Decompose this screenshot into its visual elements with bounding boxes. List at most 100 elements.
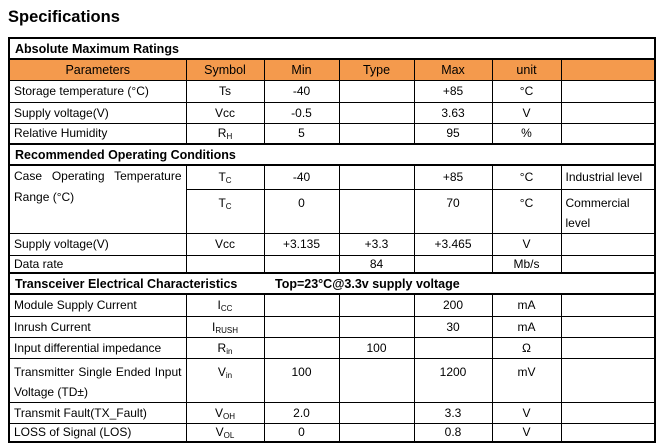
header-cell-min: Min [263,58,340,81]
table-row-case-temperature-industrial: Case Operating Temperature Range (°C) TC… [8,164,656,234]
cell-symbol: TC [185,188,265,234]
cell-param: Transmitter Single Ended Input Voltage (… [8,357,187,403]
cell-param: LOSS of Signal (LOS) [8,422,187,443]
cell-max: 95 [413,122,493,145]
table-header-row: Parameters Symbol Min Type Max unit [8,58,656,81]
cell-note: Industrial level [560,164,656,190]
cell-symbol: IRUSH [185,315,265,338]
table-row-loss-of-signal: LOSS of Signal (LOS) VOL 0 0.8 V [8,422,656,443]
cell-symbol: VOL [185,422,265,443]
section-row-transceiver-electrical-characteristics: Transceiver Electrical Characteristics T… [8,272,656,295]
symbol-sub: in [226,346,233,356]
cell-type [338,293,415,317]
cell-max [413,336,493,359]
cell-min [263,315,340,338]
cell-unit: °C [491,79,562,103]
symbol-sub: C [225,176,232,186]
header-cell-note [560,58,656,81]
cell-min: +3.135 [263,232,340,256]
table-row-transmitter-input-voltage: Transmitter Single Ended Input Voltage (… [8,357,656,403]
cell-symbol: Vin [185,357,265,403]
cell-param: Storage temperature (°C) [8,79,187,103]
cell-type: +3.3 [338,232,415,256]
cell-note [560,254,656,274]
specifications-table: Absolute Maximum Ratings Parameters Symb… [8,37,657,443]
cell-min [263,293,340,317]
cell-type [338,422,415,443]
table-row-relative-humidity: Relative Humidity RH 5 95 % [8,122,656,145]
symbol-base: V [214,405,223,420]
symbol-base: Ts [219,84,231,98]
cell-max: +85 [413,164,493,190]
cell-min: -40 [263,79,340,103]
cell-unit: V [491,422,562,443]
cell-note [560,293,656,317]
symbol-sub: CC [220,304,233,314]
cell-param: Inrush Current [8,315,187,338]
cell-max: 70 [413,188,493,234]
cell-type [338,188,415,234]
symbol-base: I [217,298,221,313]
cell-param: Supply voltage(V) [8,101,187,124]
cell-unit: mA [491,315,562,338]
cell-symbol: Vcc [185,101,265,124]
cell-unit: mV [491,357,562,403]
symbol-base: R [217,126,227,141]
cell-min: 100 [263,357,340,403]
cell-param: Transmit Fault(TX_Fault) [8,401,187,424]
section-title-condition: Top=23°C@3.3v supply voltage [275,276,460,291]
section-title-text: Transceiver Electrical Characteristics [15,276,238,291]
cell-type: 100 [338,336,415,359]
symbol-base: Vcc [214,105,235,120]
cell-symbol: RH [185,122,265,145]
cell-note [560,401,656,424]
section-title: Transceiver Electrical Characteristics T… [8,272,656,295]
symbol-base: Vcc [214,237,235,251]
cell-type [338,79,415,103]
cell-note [560,422,656,443]
cell-unit: V [491,401,562,424]
symbol-sub: OL [223,431,235,441]
cell-max: 0.8 [413,422,493,443]
table-row-input-differential-impedance: Input differential impedance Rin 100 Ω [8,336,656,359]
cell-note: Commercial level [560,188,656,234]
cell-param: Input differential impedance [8,336,187,359]
section-title: Recommended Operating Conditions [8,143,656,166]
cell-note [560,122,656,145]
table-row-transmit-fault: Transmit Fault(TX_Fault) VOH 2.0 3.3 V [8,401,656,424]
cell-param: Module Supply Current [8,293,187,317]
section-title: Absolute Maximum Ratings [8,37,656,60]
cell-symbol: ICC [185,293,265,317]
cell-param: Case Operating Temperature Range (°C) [8,164,187,234]
cell-max: 3.63 [413,101,493,124]
header-cell-type: Type [338,58,415,81]
symbol-base: R [217,340,227,355]
cell-unit: Mb/s [491,254,562,274]
cell-max: 1200 [413,357,493,403]
cell-note [560,232,656,256]
symbol-sub: in [225,370,233,380]
symbol-base: I [211,319,216,334]
table-row-inrush-current: Inrush Current IRUSH 30 mA [8,315,656,338]
cell-max: +85 [413,79,493,103]
cell-max: +3.465 [413,232,493,256]
table-row-module-supply-current: Module Supply Current ICC 200 mA [8,293,656,317]
table-row-supply-voltage-rec: Supply voltage(V) Vcc +3.135 +3.3 +3.465… [8,232,656,256]
cell-unit: Ω [491,336,562,359]
symbol-base: V [217,364,226,379]
cell-type [338,101,415,124]
table-row-case-temperature-commercial: TC 0 70 °C Commercial level [9,188,656,234]
cell-type [338,357,415,403]
symbol-sub: H [226,132,233,142]
cell-min: -0.5 [263,101,340,124]
cell-min [263,254,340,274]
cell-min: 0 [263,422,340,443]
cell-unit: °C [491,164,562,190]
cell-param: Data rate [8,254,187,274]
header-cell-symbol: Symbol [185,58,265,81]
cell-type: 84 [338,254,415,274]
cell-param: Supply voltage(V) [8,232,187,256]
cell-note [560,336,656,359]
cell-type [338,164,415,190]
cell-note [560,315,656,338]
